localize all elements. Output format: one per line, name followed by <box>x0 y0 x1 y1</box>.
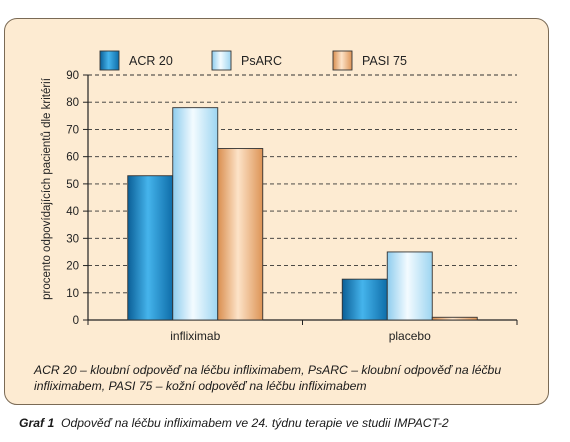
x-tick-label: infliximab <box>170 329 220 343</box>
y-tick-label: 60 <box>66 152 79 164</box>
y-axis-label: procento odpovídajících pacientů dle kri… <box>41 77 53 300</box>
legend-label: PASI 75 <box>362 54 407 68</box>
y-tick-label: 20 <box>66 261 79 273</box>
legend-label: ACR 20 <box>129 54 173 68</box>
bar-psarc-infliximab <box>172 107 219 321</box>
legend: ACR 20 PsARC PASI 75 <box>99 50 407 71</box>
legend-swatch <box>211 50 232 71</box>
axes: 0 10 20 30 40 50 60 70 80 90 infliximab placebo <box>66 70 518 343</box>
y-tick-label: 70 <box>66 124 79 136</box>
legend-swatch <box>332 50 353 71</box>
y-tick-label: 50 <box>66 179 79 191</box>
figure-caption: Graf 1 Odpověď na léčbu infliximabem ve … <box>19 416 449 430</box>
caption-text: Odpověď na léčbu infliximabem ve 24. týd… <box>61 416 449 430</box>
legend-swatch <box>99 50 120 71</box>
bar-acr20-placebo <box>341 278 388 321</box>
caption-label: Graf 1 <box>19 416 55 430</box>
x-tick-label: placebo <box>389 329 431 343</box>
bar-acr20-infliximab <box>127 175 174 321</box>
bars <box>127 107 478 321</box>
bar-pasi75-infliximab <box>217 148 264 321</box>
y-tick-label: 80 <box>66 97 79 109</box>
legend-label: PsARC <box>241 54 282 68</box>
y-tick-label: 90 <box>66 70 79 82</box>
y-tick-label: 40 <box>66 206 79 218</box>
y-tick-label: 0 <box>73 315 79 327</box>
bar-psarc-placebo <box>386 251 433 321</box>
bar-pasi75-placebo <box>431 316 478 321</box>
y-tick-label: 30 <box>66 233 79 245</box>
y-tick-label: 10 <box>66 288 79 300</box>
chart-note: ACR 20 – kloubní odpověď na léčbu inflix… <box>34 363 502 393</box>
chart-panel <box>4 18 549 405</box>
